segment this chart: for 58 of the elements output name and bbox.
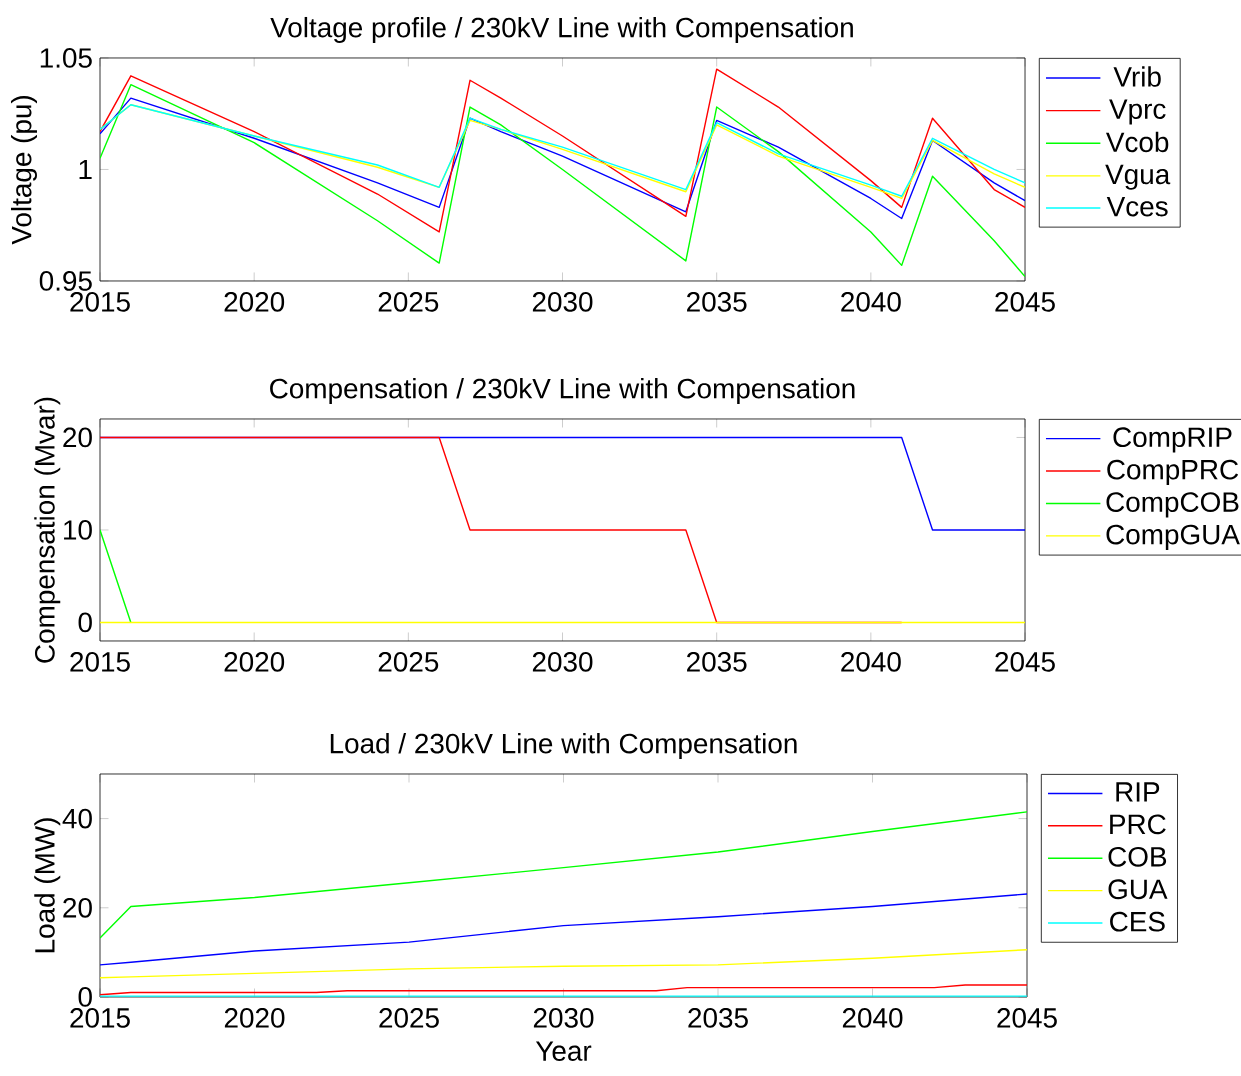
legend-label: CompGUA [1106, 524, 1240, 550]
line-series [100, 68, 1026, 233]
y-tick-label: 1 [79, 159, 92, 180]
legend-label: PRC [1110, 814, 1166, 835]
y-tick-label: 0 [78, 612, 92, 633]
line-series [100, 893, 1028, 966]
x-tick-label: 2040 [841, 651, 901, 672]
chart-title: Voltage profile / 230kV Line with Compensation [270, 16, 853, 43]
legend-label: Vces [1106, 196, 1168, 217]
y-tick-label: 0.95 [39, 271, 92, 291]
x-tick-label: 2015 [70, 1008, 130, 1028]
y-tick-label: 1.05 [40, 48, 92, 68]
legend-label: Vprc [1109, 99, 1166, 125]
y-axis-title: Voltage (pu) [10, 96, 37, 245]
y-tick-label: 40 [62, 808, 92, 829]
x-tick-label: 2015 [70, 651, 130, 672]
chart-title: Compensation / 230kV Line with Compensation [270, 377, 855, 404]
x-tick-label: 2035 [687, 291, 747, 312]
legend-label: GUA [1108, 879, 1168, 900]
x-tick-label: 2030 [533, 1008, 594, 1028]
x-tick-label: 2020 [224, 291, 285, 312]
legend-label: Vgua [1105, 164, 1171, 190]
line-series [100, 984, 1028, 996]
x-tick-label: 2045 [995, 291, 1055, 312]
y-tick-label: 0 [78, 987, 92, 1007]
x-tick-label: 2025 [378, 291, 439, 312]
x-tick-label: 2035 [687, 651, 747, 672]
legend-label: COB [1108, 846, 1167, 867]
y-tick-label: 20 [63, 427, 92, 448]
legend-label: Vcob [1105, 131, 1169, 153]
y-axis-title: Load (MW) [34, 818, 61, 953]
x-tick-label: 2045 [995, 651, 1055, 672]
legend-label: CompPRC [1107, 459, 1239, 486]
y-tick-label: 20 [63, 897, 92, 918]
line-series [100, 811, 1028, 939]
x-tick-label: 2020 [224, 1008, 285, 1028]
legend-label: CES [1110, 911, 1165, 932]
legend-label: CompCOB [1106, 492, 1239, 518]
x-tick-label: 2025 [379, 1008, 439, 1028]
legend-label: Vrib [1113, 66, 1161, 87]
line-series [100, 949, 1028, 979]
y-tick-label: 10 [64, 520, 92, 540]
line-series [100, 97, 1026, 220]
x-tick-label: 2045 [997, 1008, 1057, 1028]
x-tick-label: 2030 [532, 651, 593, 672]
x-tick-label: 2040 [842, 1008, 903, 1028]
x-tick-label: 2030 [532, 291, 593, 312]
legend-label: CompRIP [1113, 427, 1232, 453]
x-tick-label: 2035 [688, 1008, 748, 1028]
line-series [100, 84, 1026, 278]
x-tick-label: 2025 [378, 651, 439, 672]
x-axis-title: Year [535, 1041, 592, 1061]
y-axis-title: Compensation (Mvar) [34, 397, 61, 663]
chart-title: Load / 230kV Line with Compensation [330, 732, 797, 759]
x-tick-label: 2020 [224, 651, 285, 672]
x-tick-label: 2015 [70, 291, 130, 312]
x-tick-label: 2040 [841, 291, 901, 312]
legend-label: RIP [1116, 782, 1160, 802]
